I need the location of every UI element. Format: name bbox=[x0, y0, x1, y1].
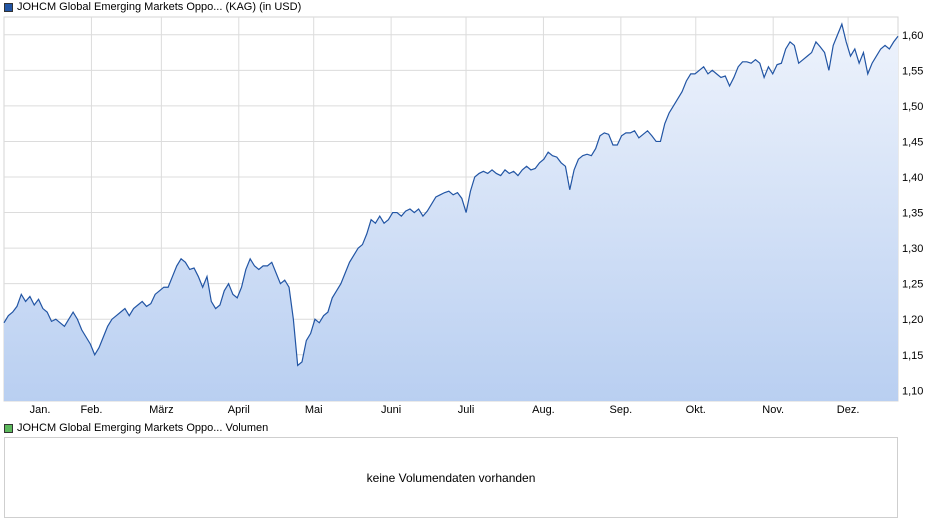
x-tick-label: Sep. bbox=[610, 404, 633, 416]
x-tick-label: Juni bbox=[381, 404, 401, 416]
y-axis-ticks: 1,10 1,15 1,20 1,25 1,30 1,35 1,40 1,45 1,50 1,55… bbox=[902, 30, 923, 398]
x-tick-label: Jan. bbox=[30, 404, 51, 416]
y-tick-label: 1,20 bbox=[902, 314, 923, 326]
x-tick-label: Nov. bbox=[762, 404, 784, 416]
price-legend-label: JOHCM Global Emerging Markets Oppo... (K… bbox=[17, 1, 302, 13]
y-tick-label: 1,50 bbox=[902, 101, 923, 113]
y-tick-label: 1,25 bbox=[902, 279, 923, 291]
y-tick-label: 1,60 bbox=[902, 30, 923, 42]
y-tick-label: 1,35 bbox=[902, 208, 923, 220]
price-legend: JOHCM Global Emerging Markets Oppo... (K… bbox=[4, 0, 301, 14]
volume-panel: keine Volumendaten vorhanden bbox=[4, 437, 898, 518]
y-tick-label: 1,40 bbox=[902, 172, 923, 184]
y-tick-label: 1,30 bbox=[902, 243, 923, 255]
y-tick-label: 1,45 bbox=[902, 136, 923, 148]
price-legend-swatch bbox=[4, 2, 13, 12]
price-area bbox=[4, 24, 898, 402]
y-tick-label: 1,10 bbox=[902, 385, 923, 397]
x-tick-label: Dez. bbox=[837, 404, 860, 416]
price-line bbox=[3, 22, 899, 367]
volume-legend-label: JOHCM Global Emerging Markets Oppo... Vo… bbox=[17, 422, 269, 434]
x-tick-label: März bbox=[149, 404, 173, 416]
x-tick-label: Feb. bbox=[80, 404, 102, 416]
x-tick-label: April bbox=[228, 404, 250, 416]
x-tick-label: Mai bbox=[305, 404, 323, 416]
volume-legend: JOHCM Global Emerging Markets Oppo... Vo… bbox=[4, 421, 268, 435]
x-axis-ticks: Jan. Feb. März April Mai Juni Juli Aug. Sep. Okt.… bbox=[30, 404, 860, 416]
y-tick-label: 1,15 bbox=[902, 350, 923, 362]
no-volume-message: keine Volumendaten vorhanden bbox=[366, 471, 536, 485]
y-tick-label: 1,55 bbox=[902, 65, 923, 77]
x-tick-label: Okt. bbox=[686, 404, 706, 416]
x-tick-label: Juli bbox=[458, 404, 475, 416]
x-tick-label: Aug. bbox=[532, 404, 555, 416]
volume-legend-swatch bbox=[4, 423, 13, 433]
